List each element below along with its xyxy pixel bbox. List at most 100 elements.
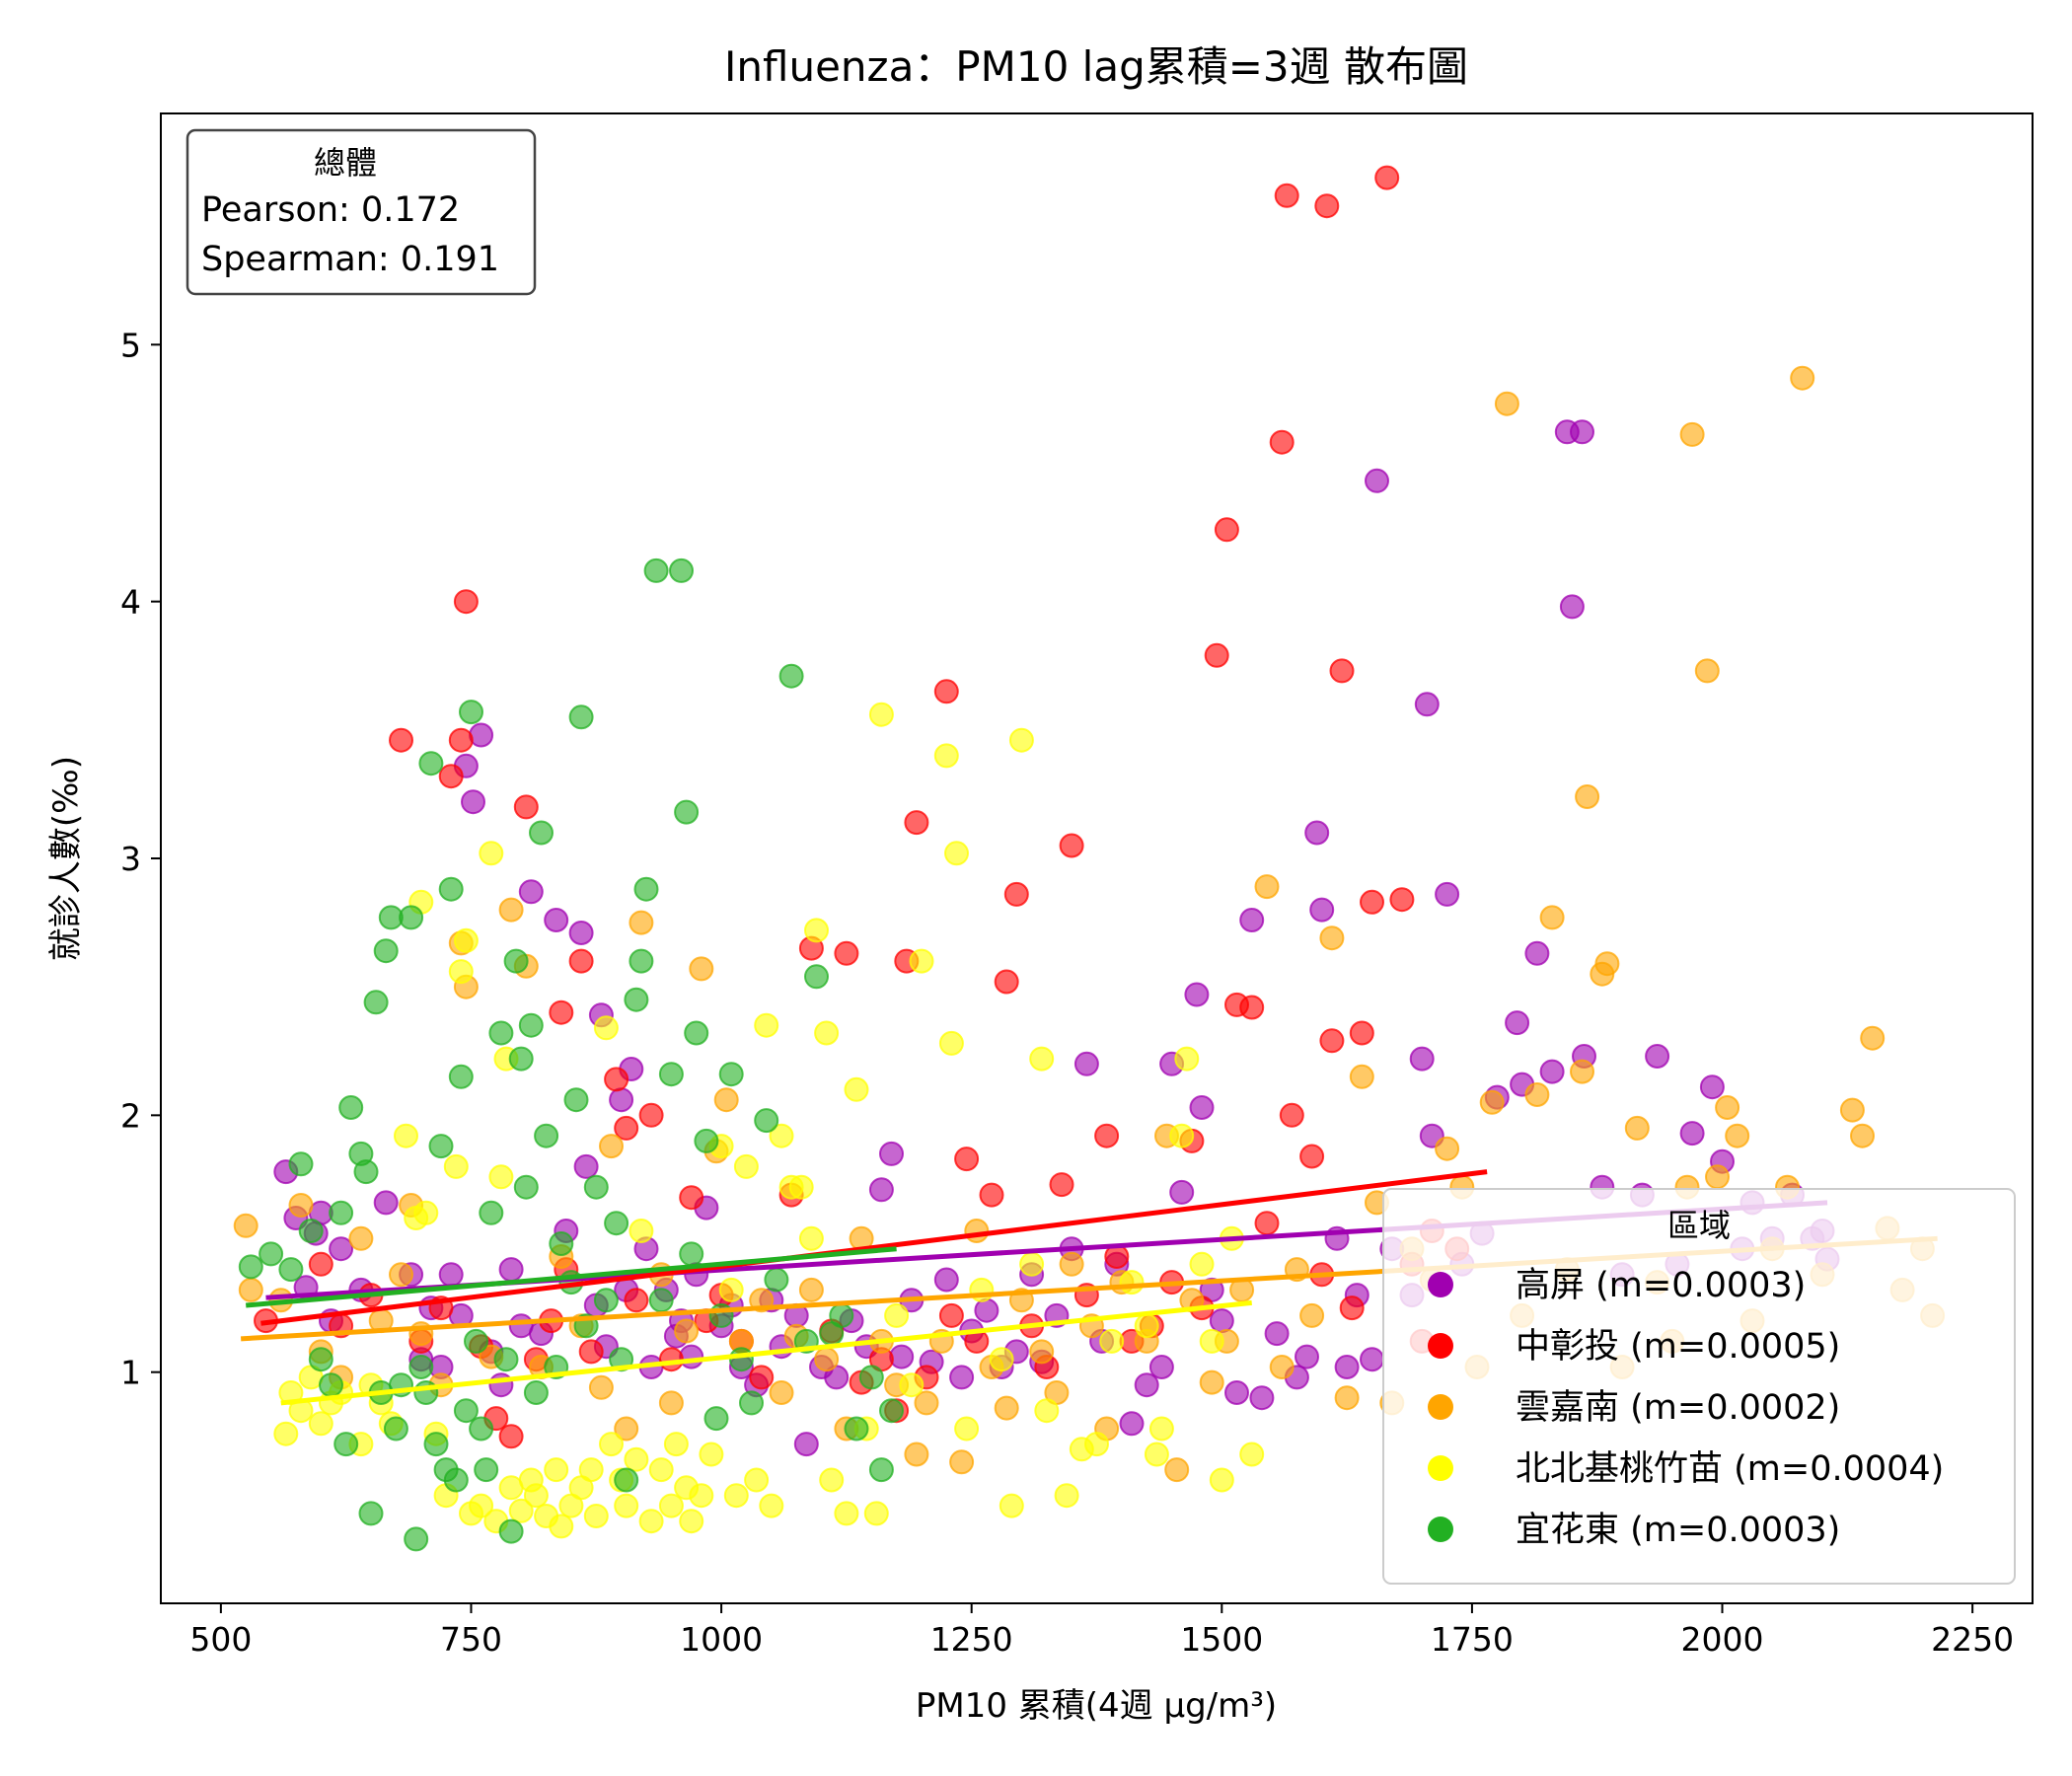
scatter-point-series-5: [338, 1095, 364, 1120]
scatter-point-series-3: [614, 1416, 639, 1442]
scatter-point-series-2: [938, 1302, 964, 1328]
legend-title: 區域: [1667, 1207, 1731, 1244]
scatter-point-series-1: [1134, 1372, 1159, 1398]
scatter-point-series-5: [329, 1200, 354, 1225]
scatter-point-series-3: [238, 1277, 263, 1302]
scatter-point-series-4: [629, 1219, 654, 1243]
scatter-point-series-3: [498, 897, 524, 923]
scatter-point-series-5: [658, 1062, 684, 1087]
scatter-point-series-2: [1349, 1020, 1374, 1046]
legend: 區域 高屏 (m=0.0003) 中彰投 (m=0.0005) 雲嘉南 (m=0.0…: [1382, 1188, 2016, 1585]
scatter-point-series-5: [604, 1211, 629, 1236]
scatter-point-series-4: [549, 1514, 574, 1539]
scatter-point-series-5: [474, 1457, 499, 1483]
scatter-point-series-3: [233, 1213, 259, 1238]
scatter-point-series-2: [1269, 429, 1295, 455]
scatter-point-series-1: [1570, 419, 1594, 445]
scatter-point-series-1: [1189, 1095, 1215, 1120]
scatter-point-series-5: [534, 1123, 559, 1148]
scatter-point-series-2: [658, 1347, 684, 1372]
scatter-point-series-5: [778, 663, 804, 689]
scatter-point-series-3: [1850, 1123, 1875, 1148]
scatter-point-series-4: [754, 1012, 779, 1038]
scatter-point-series-3: [389, 1262, 413, 1288]
scatter-point-series-1: [568, 921, 594, 945]
scatter-point-series-3: [769, 1380, 794, 1405]
scatter-point-series-5: [288, 1151, 314, 1177]
scatter-point-series-4: [1008, 727, 1034, 753]
scatter-point-series-3: [1059, 1251, 1084, 1277]
scatter-point-series-2: [1279, 1102, 1304, 1128]
scatter-point-series-2: [624, 1288, 649, 1313]
scatter-point-series-2: [834, 940, 859, 966]
stats-box-title: 總體: [314, 144, 377, 182]
scatter-point-series-4: [744, 1467, 770, 1493]
scatter-point-series-5: [583, 1174, 609, 1200]
scatter-point-series-5: [469, 1416, 494, 1442]
scatter-point-series-4: [1134, 1313, 1159, 1339]
scatter-point-series-2: [1274, 183, 1299, 208]
scatter-point-series-3: [599, 1134, 624, 1159]
scatter-point-series-5: [568, 704, 594, 730]
fit-line-series-4: [280, 1299, 1252, 1406]
scatter-point-series-5: [523, 1380, 549, 1405]
legend-label: 雲嘉南 (m=0.0002): [1516, 1388, 1840, 1428]
scatter-point-series-2: [904, 810, 929, 836]
x-axis-ticks: 500 750 1000 1250 1500 1750 2000 2250: [189, 1603, 2014, 1659]
x-tick-label: 2000: [1681, 1620, 1764, 1659]
scatter-point-series-4: [938, 1030, 964, 1056]
scatter-point-series-5: [684, 1020, 709, 1046]
scatter-point-series-1: [1679, 1121, 1705, 1147]
scatter-point-series-2: [1314, 193, 1340, 219]
scatter-point-series-5: [593, 1288, 619, 1313]
scatter-point-series-4: [759, 1493, 784, 1518]
scatter-point-series-4: [658, 1493, 684, 1518]
scatter-point-series-2: [1329, 658, 1355, 684]
scatter-point-series-5: [278, 1257, 304, 1283]
scatter-point-series-2: [498, 1424, 524, 1449]
scatter-point-series-3: [1624, 1115, 1650, 1141]
scatter-point-series-5: [624, 987, 649, 1012]
scatter-point-series-3: [914, 1390, 939, 1416]
scatter-point-series-1: [949, 1365, 975, 1390]
scatter-point-series-3: [904, 1442, 929, 1467]
scatter-point-series-5: [238, 1254, 263, 1280]
scatter-point-series-4: [413, 1200, 439, 1225]
scatter-point-series-3: [1839, 1097, 1865, 1123]
scatter-point-series-2: [1319, 1028, 1345, 1054]
scatter-point-series-4: [1119, 1270, 1145, 1295]
scatter-point-series-4: [954, 1416, 980, 1442]
scatter-point-series-1: [1239, 908, 1265, 932]
scatter-point-series-5: [764, 1267, 789, 1293]
scatter-point-series-3: [1319, 925, 1345, 951]
scatter-point-series-1: [1224, 1380, 1249, 1405]
scatter-point-series-3: [1029, 1339, 1055, 1365]
scatter-point-series-5: [503, 948, 529, 974]
scatter-point-series-4: [944, 841, 969, 866]
scatter-point-series-5: [739, 1390, 764, 1416]
y-axis-ticks: 1 2 3 4 5: [120, 326, 161, 1392]
scatter-point-series-4: [1029, 1046, 1055, 1072]
scatter-point-series-4: [819, 1467, 845, 1493]
scatter-point-series-4: [933, 743, 959, 769]
scatter-point-series-2: [453, 589, 479, 615]
scatter-point-series-1: [1645, 1044, 1670, 1069]
legend-marker: [1428, 1333, 1453, 1359]
scatter-point-series-5: [373, 938, 399, 964]
scatter-point-series-4: [723, 1483, 749, 1509]
scatter-point-series-5: [633, 876, 659, 902]
scatter-point-series-5: [308, 1347, 333, 1372]
scatter-point-series-5: [674, 799, 700, 825]
legend-marker: [1428, 1272, 1453, 1297]
scatter-point-series-5: [498, 1518, 524, 1544]
scatter-point-series-5: [518, 1012, 544, 1038]
scatter-point-series-2: [438, 764, 464, 789]
scatter-point-series-5: [319, 1372, 343, 1398]
scatter-point-series-4: [469, 1493, 494, 1518]
scatter-point-series-4: [663, 1432, 689, 1457]
scatter-point-series-1: [1524, 940, 1550, 966]
scatter-point-series-3: [1524, 1082, 1550, 1107]
scatter-point-series-5: [399, 905, 424, 930]
scatter-point-series-4: [273, 1421, 299, 1446]
